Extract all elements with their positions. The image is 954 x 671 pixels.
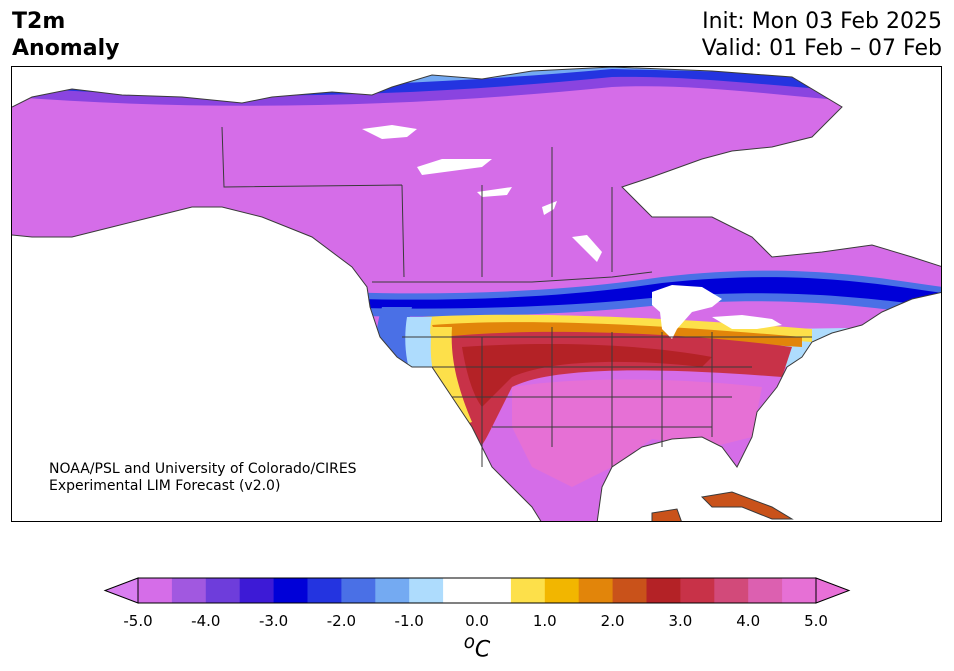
colorbar-tick-label: 2.0 — [600, 612, 625, 630]
colorbar-tick-label: -1.0 — [394, 612, 424, 630]
colorbar-tick-label: -5.0 — [123, 612, 153, 630]
colorbar-bin — [714, 578, 749, 603]
credit-text: NOAA/PSL and University of Colorado/CIRE… — [49, 461, 357, 495]
colorbar-bin — [138, 578, 173, 603]
colorbar-tick-label: -4.0 — [191, 612, 221, 630]
colorbar-unit: oC — [463, 632, 491, 663]
anomaly-map — [11, 66, 942, 522]
colorbar-bin — [409, 578, 444, 603]
valid-range: Valid: 01 Feb – 07 Feb — [701, 36, 942, 61]
init-date: Init: Mon 03 Feb 2025 — [702, 9, 942, 34]
colorbar-tick-label: 5.0 — [804, 612, 828, 630]
colorbar-bin — [341, 578, 376, 603]
lakes — [362, 125, 782, 339]
title-line2: Anomaly — [12, 36, 120, 61]
colorbar-bin — [273, 578, 308, 603]
colorbar-bin — [578, 578, 614, 603]
colorbar-bin — [205, 578, 241, 603]
colorbar-bin — [443, 578, 478, 603]
colorbar-tick-label: -3.0 — [258, 612, 289, 630]
colorbar-frame — [137, 577, 817, 604]
colorbar-bin — [510, 578, 546, 603]
forecast-dates: Init: Mon 03 Feb 2025 Valid: 01 Feb – 07… — [702, 8, 942, 62]
colorbar — [103, 577, 851, 604]
colorbar-bin — [544, 578, 580, 603]
colorbar-tick-label: 4.0 — [736, 612, 761, 630]
map-title: T2m Anomaly — [12, 8, 119, 62]
credit-line1: NOAA/PSL and University of Colorado/CIRE… — [49, 461, 357, 477]
colorbar-bin — [612, 578, 647, 603]
colorbar-under-arrow — [103, 577, 139, 604]
colorbar-bin — [171, 578, 207, 603]
credit-line2: Experimental LIM Forecast (v2.0) — [49, 478, 281, 494]
colorbar-bin — [680, 578, 715, 603]
colorbar-bin — [375, 578, 410, 603]
colorbar-bin — [307, 578, 342, 603]
map-canvas — [12, 67, 941, 521]
colorbar-bin — [477, 578, 512, 603]
colorbar-tick-label: -2.0 — [326, 612, 357, 630]
colorbar-bin — [239, 578, 275, 603]
borders — [12, 67, 941, 521]
colorbar-bin — [782, 578, 817, 603]
colorbar-tick-label: 3.0 — [668, 612, 693, 630]
colorbar-ticks: -5.0 -4.0 -3.0 -2.0 -1.0 0.0 1.0 2.0 3.0 4.0 5.0 — [0, 612, 954, 632]
title-line1: T2m — [12, 9, 66, 34]
colorbar-tick-label: 1.0 — [532, 612, 557, 630]
colorbar-bin — [646, 578, 681, 603]
colorbar-over-arrow — [815, 577, 851, 604]
colorbar-tick-label: 0.0 — [465, 612, 489, 630]
colorbar-bin — [748, 578, 783, 603]
caribbean — [651, 491, 794, 521]
